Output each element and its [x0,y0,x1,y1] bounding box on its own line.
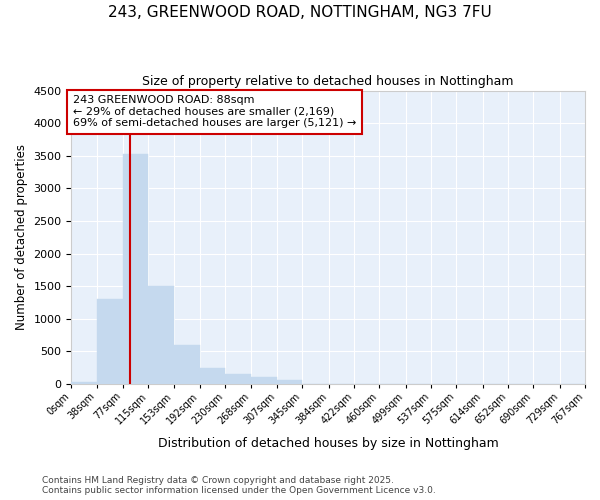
Title: Size of property relative to detached houses in Nottingham: Size of property relative to detached ho… [142,75,514,88]
Bar [277,380,302,384]
X-axis label: Distribution of detached houses by size in Nottingham: Distribution of detached houses by size … [158,437,499,450]
Text: 243 GREENWOOD ROAD: 88sqm
← 29% of detached houses are smaller (2,169)
69% of se: 243 GREENWOOD ROAD: 88sqm ← 29% of detac… [73,95,356,128]
Bar [97,299,123,384]
Bar [148,286,174,384]
Text: 243, GREENWOOD ROAD, NOTTINGHAM, NG3 7FU: 243, GREENWOOD ROAD, NOTTINGHAM, NG3 7FU [108,5,492,20]
Bar [123,154,148,384]
Bar [71,382,97,384]
Bar [226,374,251,384]
Bar [174,345,200,384]
Bar [251,378,277,384]
Y-axis label: Number of detached properties: Number of detached properties [15,144,28,330]
Bar [200,368,226,384]
Text: Contains HM Land Registry data © Crown copyright and database right 2025.
Contai: Contains HM Land Registry data © Crown c… [42,476,436,495]
